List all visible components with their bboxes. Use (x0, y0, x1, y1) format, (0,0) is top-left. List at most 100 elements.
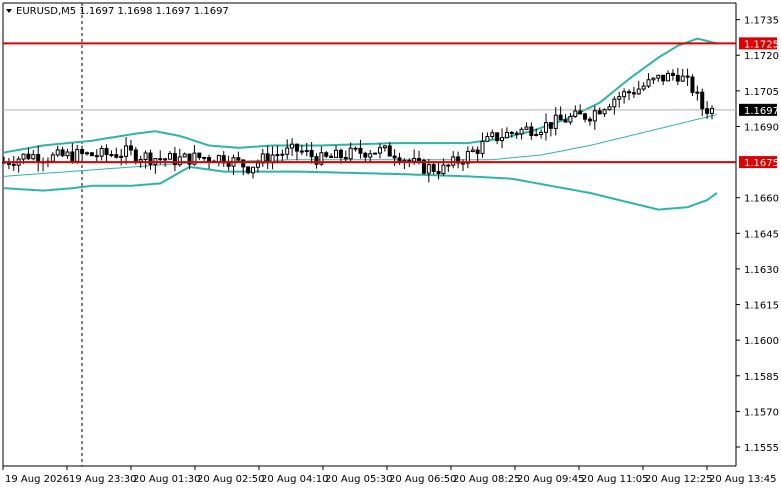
candle (65, 148, 70, 160)
candle (617, 91, 622, 108)
price-axis[interactable]: 1.1735 1.1720 1.1705 1.1690 1.1660 1.1645 1.16… (736, 16, 779, 454)
candle (177, 148, 182, 167)
candle (543, 113, 548, 141)
candle (475, 146, 480, 163)
candle (519, 127, 524, 140)
candle (602, 108, 607, 117)
candle (202, 156, 207, 161)
candle (294, 143, 299, 161)
candle-body (426, 164, 431, 174)
candle-body (343, 156, 348, 160)
candle-body (114, 154, 119, 158)
candle (275, 145, 280, 164)
candle (583, 112, 588, 123)
candle-body (392, 155, 397, 159)
candle (563, 113, 568, 123)
candle (573, 105, 578, 118)
candle-body (65, 151, 70, 157)
candle-body (661, 74, 666, 82)
x-tick-label: 19 Aug 2026 (5, 474, 69, 485)
candle (358, 139, 363, 159)
candle-body (597, 110, 602, 115)
candle-body (519, 128, 524, 135)
candle (514, 130, 519, 139)
candle (529, 122, 534, 140)
candle-body (94, 155, 99, 158)
candle (685, 68, 690, 86)
candle-body (666, 72, 671, 82)
candle-body (460, 162, 465, 165)
dropdown-triangle-icon[interactable] (6, 9, 12, 13)
candle (626, 89, 631, 101)
candle (480, 132, 485, 158)
bollinger-middle-band (3, 114, 718, 177)
candle (539, 129, 544, 139)
candle-body (163, 158, 168, 161)
candle-body (358, 147, 363, 154)
candle-body (539, 131, 544, 135)
y-tick-label: 1.1705 (744, 87, 779, 98)
candle-body (534, 133, 539, 136)
candle (334, 145, 339, 158)
candle-body (80, 148, 85, 154)
candle-body (124, 145, 129, 157)
candle-body (143, 152, 148, 160)
candle (495, 132, 500, 144)
candle (646, 73, 651, 89)
candle-body (602, 109, 607, 115)
candle-body (470, 149, 475, 152)
bollinger-lower-band (3, 165, 718, 211)
current-price-label-text: 1.1697 (744, 106, 779, 117)
y-tick-label: 1.1720 (744, 51, 779, 62)
candle-body (70, 151, 75, 162)
candle-body (60, 149, 65, 157)
candle (641, 82, 646, 92)
y-tick-label: 1.1600 (744, 336, 779, 347)
candle-body (558, 114, 563, 121)
candle-body (675, 74, 680, 82)
candle (597, 107, 602, 115)
candle (578, 104, 583, 115)
candle-body (524, 126, 529, 130)
candle-body (705, 108, 710, 114)
candle (236, 151, 241, 163)
candle-body (685, 75, 690, 78)
candle (280, 149, 285, 162)
candle-body (700, 91, 705, 110)
candle (348, 142, 353, 163)
candle-body (480, 140, 485, 154)
horizontal-levels[interactable]: 1.1725 1.1675 (3, 37, 779, 169)
candle (353, 146, 358, 152)
candle-body (353, 147, 358, 150)
candle-body (280, 153, 285, 156)
candle (392, 149, 397, 166)
candle (109, 150, 114, 158)
candle-body (710, 108, 714, 114)
candle-body (299, 150, 304, 153)
candle-body (275, 154, 280, 157)
candle (465, 146, 470, 169)
candle (368, 149, 373, 162)
candle-body (104, 147, 109, 156)
candle-body (192, 152, 197, 165)
candle-body (290, 143, 295, 149)
x-tick-label: 20 Aug 06:50 (389, 474, 456, 485)
candle-body (446, 164, 451, 167)
candle (695, 85, 700, 101)
candle-body (690, 76, 695, 93)
candle-body (636, 88, 641, 95)
y-tick-label: 1.1645 (744, 229, 779, 240)
x-tick-label: 20 Aug 04:10 (261, 474, 328, 485)
candle (710, 105, 714, 120)
candle (700, 88, 705, 117)
x-tick-label: 20 Aug 08:25 (453, 474, 520, 485)
candle-body (172, 153, 177, 166)
y-tick-label: 1.1555 (744, 443, 779, 454)
candle-body (490, 132, 495, 137)
candle (85, 151, 90, 156)
candle (666, 70, 671, 82)
candle-body (182, 153, 187, 158)
level-price-label-text: 1.1725 (744, 39, 779, 50)
